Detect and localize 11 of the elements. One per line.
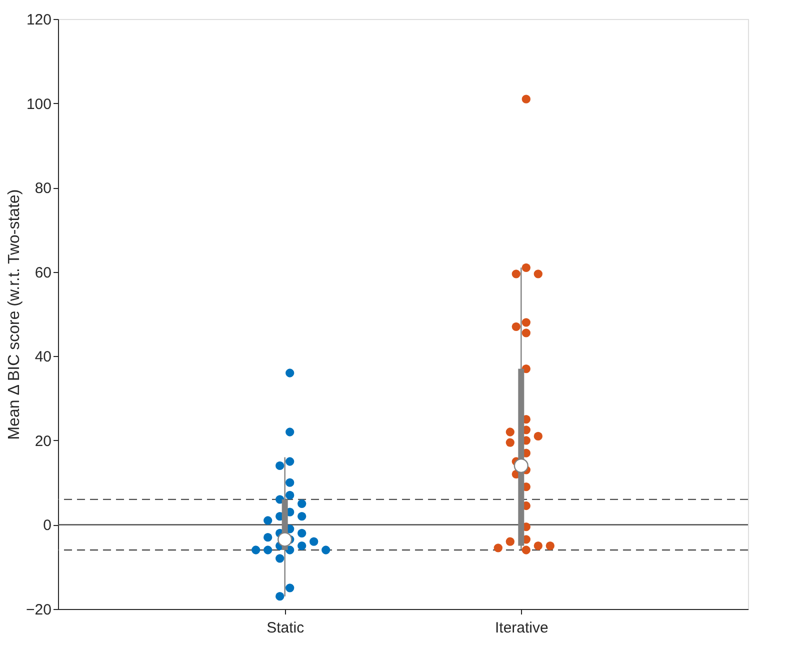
y-tick-label: −20 — [26, 602, 52, 618]
y-tick-label: 20 — [34, 432, 52, 450]
y-tick-label: 100 — [26, 96, 52, 113]
y-tick-label: 60 — [34, 264, 52, 282]
y-tick-label: 120 — [26, 12, 52, 28]
x-tick-label: Iterative — [494, 620, 548, 636]
y-tick-label: 40 — [34, 348, 52, 366]
y-tick-label: 80 — [34, 180, 52, 198]
y-tick-label: 0 — [43, 517, 52, 534]
y-axis-title: Mean Δ BIC score (w.r.t. Two-state) — [6, 189, 24, 440]
x-tick-label: Static — [266, 620, 305, 636]
